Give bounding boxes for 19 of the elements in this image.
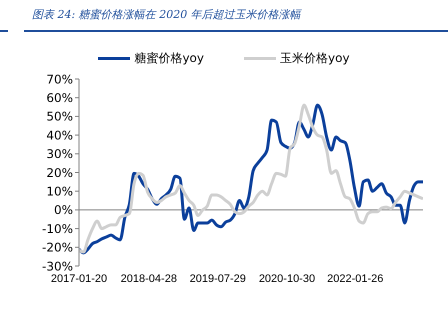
- x-tick-label: 2018-04-28: [120, 272, 177, 285]
- y-tick-label: 70%: [46, 72, 73, 86]
- y-tick-label: 40%: [46, 128, 73, 142]
- y-tick-label: 10%: [46, 184, 73, 198]
- legend-label: 玉米价格yoy: [280, 50, 350, 67]
- y-tick-label: 20%: [46, 166, 73, 180]
- y-tick-label: 50%: [46, 110, 73, 124]
- chart-title: 图表 24: 糖蜜价格涨幅在 2020 年后超过玉米价格涨幅: [32, 7, 301, 22]
- y-tick-label: 60%: [46, 90, 73, 105]
- y-tick-label: -20%: [42, 240, 73, 255]
- x-tick-label: 2017-01-20: [50, 272, 108, 285]
- x-tick-label: 2019-07-29: [190, 272, 246, 285]
- x-tick-label: 2022-01-26: [327, 272, 384, 285]
- y-tick-label: 30%: [46, 147, 73, 162]
- y-tick-label: -30%: [42, 259, 73, 274]
- y-tick-label: 0%: [54, 203, 73, 218]
- x-tick-label: 2020-10-30: [258, 272, 316, 285]
- y-tick-label: -10%: [42, 222, 73, 236]
- legend-label: 糖蜜价格yoy: [134, 50, 204, 67]
